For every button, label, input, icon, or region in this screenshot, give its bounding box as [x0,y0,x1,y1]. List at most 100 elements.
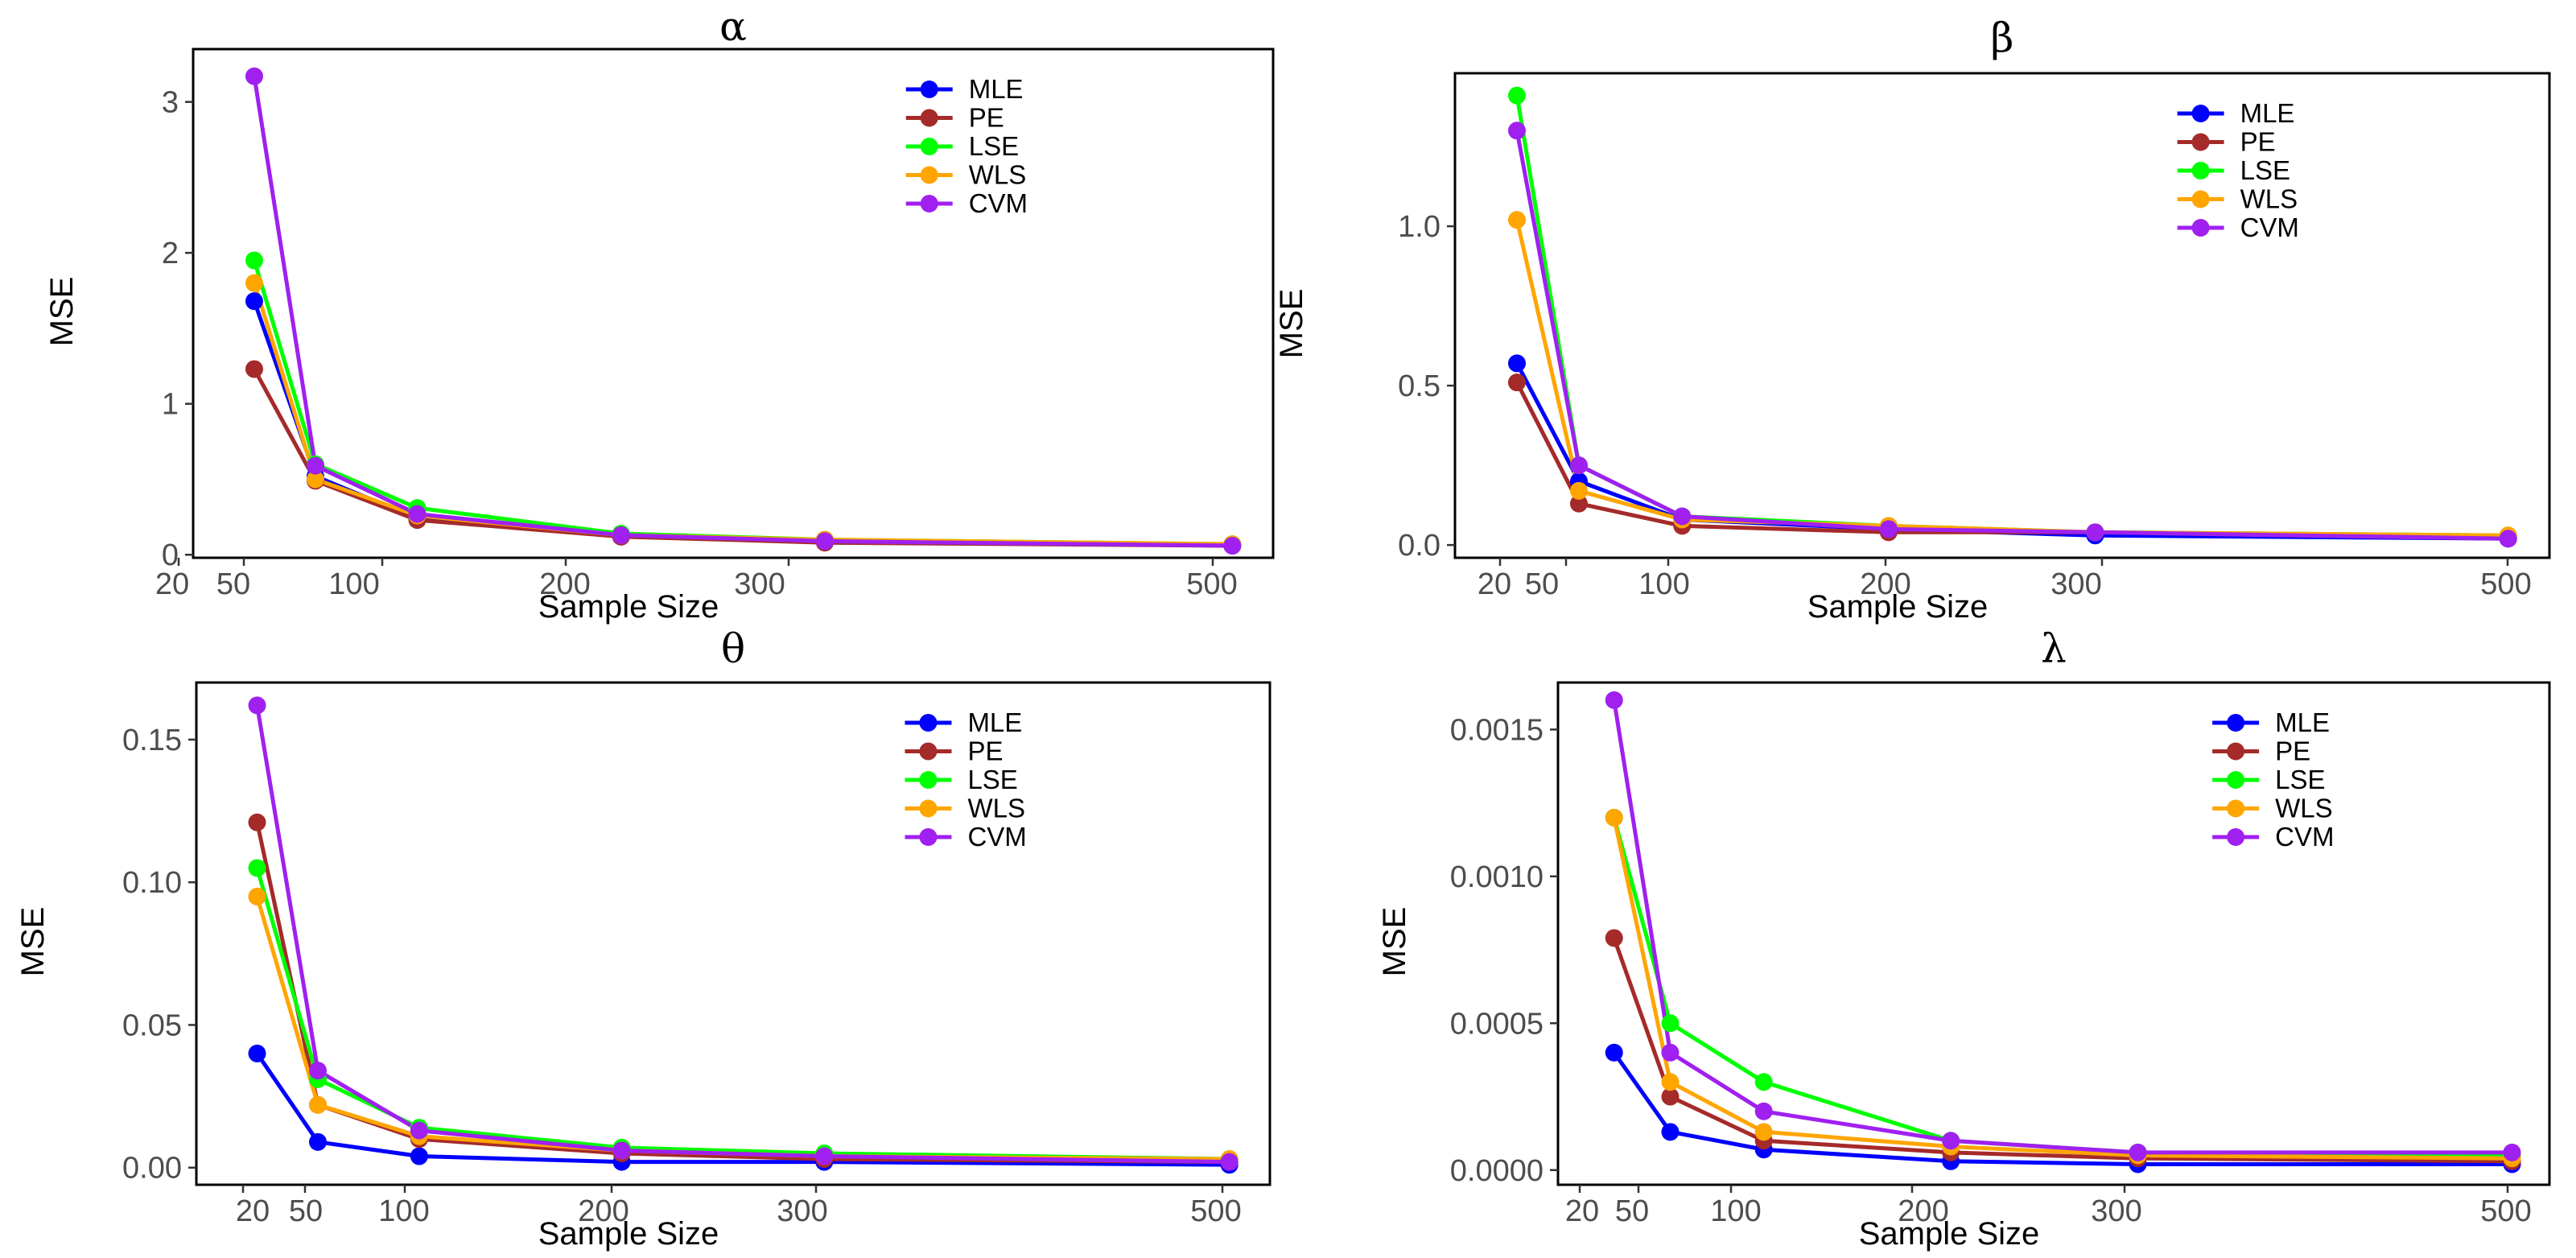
x-tick-label: 20 [1478,567,1511,601]
legend-key-point [919,771,938,789]
data-point-lse [248,859,266,877]
data-point-cvm [245,67,263,85]
data-point-wls [1605,808,1623,827]
plot-frame [1556,681,2551,1186]
y-tick-label: 0.5 [1398,369,1440,403]
data-point-wls [248,887,266,905]
x-tick-label: 100 [1638,567,1689,601]
panel-2: β 0.0 0.5 1.0 20 50 100 200 300 500 Sample Size MSE… [1274,14,2551,625]
legend-label: MLE [2240,98,2295,128]
data-point-cvm [612,526,630,544]
data-point-cvm [309,1062,328,1080]
x-axis-title: Sample Size [1807,589,1989,625]
data-point-pe [1507,373,1526,392]
legend-label: MLE [2275,707,2330,737]
legend-label: CVM [2275,822,2334,852]
data-point-cvm [815,532,834,551]
legend-key-point [919,714,938,732]
x-tick-label: 200 [1860,567,1910,601]
x-tick-label: 300 [777,1194,827,1228]
legend-key-point [919,828,938,846]
legend-label: LSE [969,131,1019,161]
y-axis-title: MSE [1377,907,1412,977]
x-tick-label: 500 [2480,1194,2531,1228]
legend-key-point [2227,828,2245,846]
series-line-lse [252,259,1233,547]
series-line-cvm [1515,130,2508,541]
panel-4: λ 0.0000 0.0005 0.0010 0.0015 20 50 100 200 300 50… [1377,625,2551,1252]
series-line-pe [255,822,1230,1165]
series-line-lse [255,867,1230,1161]
legend-label: LSE [967,765,1017,794]
legend-key-point [920,166,938,184]
legend-key-point [920,195,938,212]
y-tick-label: 0.05 [122,1008,182,1042]
series-line-mle [255,1052,1230,1167]
data-point-pe [1605,929,1623,947]
x-tick-label: 300 [2091,1194,2141,1228]
panel-3: θ 0.00 0.05 0.10 0.15 20 50 100 200 300 500 Sample … [15,625,1272,1252]
legend-label: MLE [969,74,1024,104]
plot-frame [1453,72,2551,559]
legend-label: PE [969,103,1004,133]
y-tick-label: 0.0 [1398,529,1440,563]
panel-title: α [719,3,747,50]
data-point-mle [309,1132,328,1151]
data-point-cvm [1673,507,1692,526]
x-tick-label: 50 [216,567,250,601]
x-tick-label: 20 [236,1194,270,1228]
legend-key-point [919,799,938,818]
data-point-cvm [1569,456,1588,475]
data-point-cvm [1942,1132,1960,1150]
series-line-pe [1612,937,2512,1164]
x-tick-label: 100 [378,1194,429,1228]
data-point-pe [245,360,263,378]
legend-label: LSE [2240,155,2290,185]
legend-key-point [2191,190,2210,208]
x-axis-title: Sample Size [538,1216,719,1252]
legend-key-point [920,109,938,127]
legend-label: PE [2240,127,2276,157]
y-tick-label: 0.0005 [1450,1007,1544,1041]
legend-key-point [920,138,938,155]
y-tick-label: 0.10 [122,866,182,900]
data-point-cvm [815,1147,834,1165]
y-tick-label: 0.15 [122,724,182,757]
data-point-cvm [2499,530,2517,548]
data-point-wls [1507,211,1526,229]
x-tick-label: 50 [1525,567,1559,601]
series-line-mle [1612,1051,2512,1166]
data-point-pe [248,813,266,831]
data-point-wls [1569,481,1588,500]
data-point-mle [1507,354,1526,373]
panel-title: θ [721,625,745,672]
data-point-mle [248,1044,266,1062]
data-point-lse [1507,86,1526,105]
x-tick-label: 500 [1190,1194,1241,1228]
series-line-lse [1612,817,2512,1157]
y-tick-label: 3 [162,86,179,120]
data-point-mle [410,1147,428,1165]
series-line-pe [252,368,1233,548]
y-axis-title: MSE [15,907,51,977]
x-tick-label: 200 [539,567,590,601]
y-tick-label: 0.0000 [1450,1154,1544,1188]
legend-label: CVM [2240,212,2299,242]
y-tick-label: 0.0010 [1450,860,1544,894]
data-point-cvm [612,1141,631,1160]
data-point-cvm [410,1121,428,1140]
y-axis-title: MSE [1274,289,1309,359]
data-point-lse [1661,1014,1680,1033]
y-tick-label: 2 [162,237,179,270]
data-point-cvm [2129,1143,2147,1161]
legend-key-point [2227,771,2245,789]
legend-label: PE [967,736,1003,766]
legend-label: CVM [967,822,1026,852]
y-tick-label: 0.00 [122,1152,182,1186]
x-axis-title: Sample Size [538,589,719,625]
data-point-pe [1569,494,1588,513]
y-axis-title: MSE [44,277,80,347]
